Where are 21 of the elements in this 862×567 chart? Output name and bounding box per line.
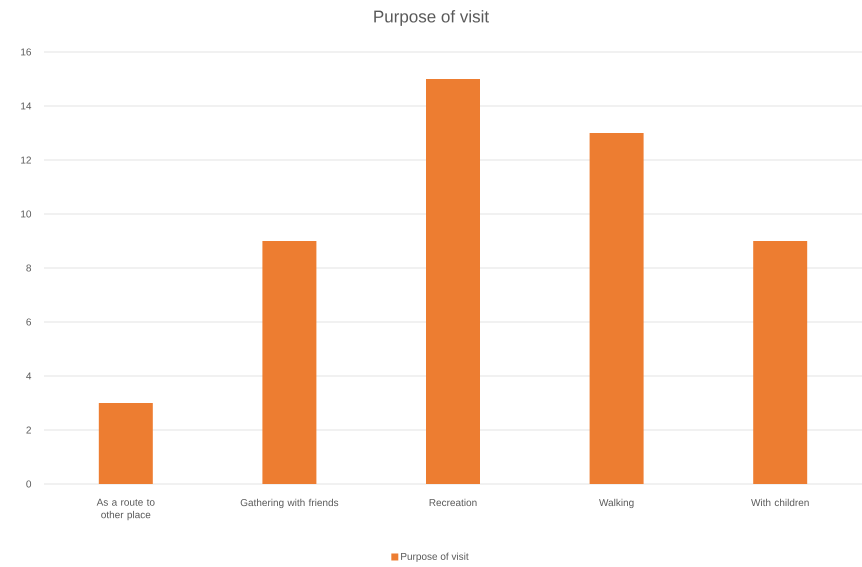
y-tick-label: 8 [26,264,32,272]
x-tick-label: Recreation [430,498,477,506]
bar [590,132,644,484]
y-tick-label: 4 [26,372,32,380]
x-tick-label: Gathering with friends [240,498,338,508]
y-tick-label: 0 [26,480,32,488]
x-tick-label: With children [751,498,809,506]
x-tick-label: As a route to other place [96,498,155,520]
y-tick-label: 16 [21,48,32,56]
y-tick-label: 10 [21,210,32,218]
bar [98,402,153,484]
y-tick-label: 2 [26,426,31,434]
legend-label: Purpose of visit [401,552,469,562]
bar [426,78,480,484]
y-tick-label: 12 [21,156,31,164]
x-tick-label: Walking [599,498,634,508]
bar [262,240,316,484]
bar [753,240,808,484]
chart-title: Purpose of visit [374,10,489,26]
y-tick-label: 6 [26,318,32,326]
y-tick-label: 14 [21,102,32,110]
